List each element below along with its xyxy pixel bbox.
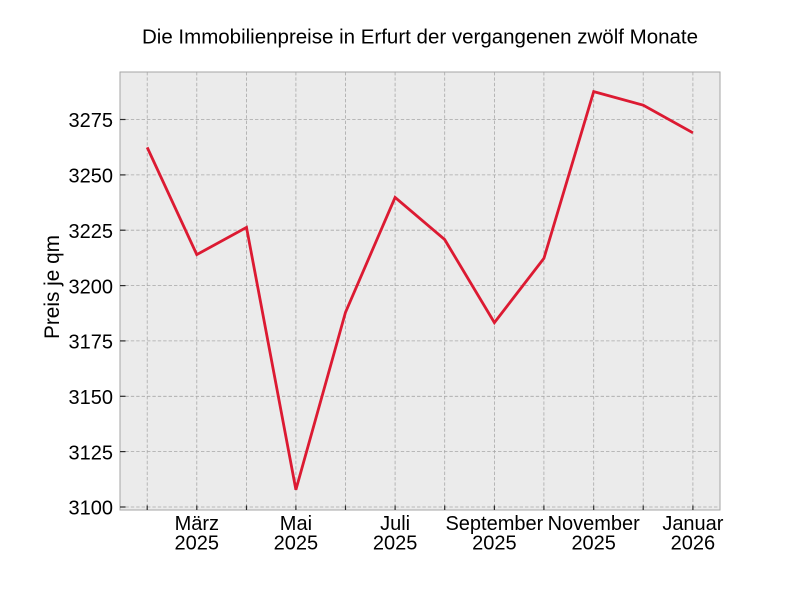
svg-text:Die Immobilienpreise in Erfurt: Die Immobilienpreise in Erfurt der verga… [142,26,698,49]
svg-text:3125: 3125 [69,442,114,464]
svg-text:2025: 2025 [274,533,319,555]
svg-text:2025: 2025 [175,533,220,555]
svg-text:3225: 3225 [69,221,114,243]
svg-text:3175: 3175 [69,332,114,354]
svg-text:2025: 2025 [571,533,616,555]
svg-text:2025: 2025 [373,533,418,555]
svg-text:3250: 3250 [69,166,114,188]
svg-text:3200: 3200 [69,276,114,298]
svg-text:2025: 2025 [472,533,517,555]
svg-text:3275: 3275 [69,110,114,132]
svg-text:3150: 3150 [69,387,114,409]
svg-text:September: September [445,513,543,535]
svg-text:Preis je qm: Preis je qm [41,235,64,339]
svg-text:3100: 3100 [69,498,114,520]
svg-text:Januar: Januar [662,513,723,535]
svg-text:März: März [175,513,219,535]
svg-text:2026: 2026 [671,533,716,555]
svg-text:November: November [548,513,641,535]
svg-text:Juli: Juli [380,513,410,535]
svg-text:Mai: Mai [280,513,312,535]
